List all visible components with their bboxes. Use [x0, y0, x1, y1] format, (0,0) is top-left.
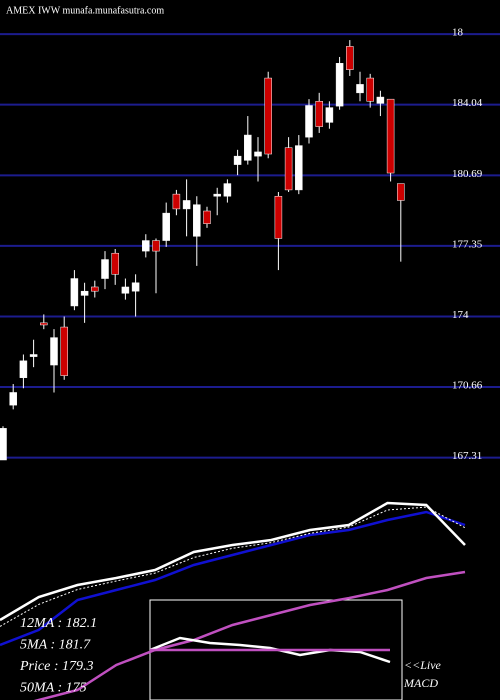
candle-body: [244, 134, 252, 161]
candle-body: [29, 354, 38, 357]
macd-live-label: <<Live: [404, 658, 442, 672]
candle-body: [376, 96, 385, 104]
series-line: [33, 570, 466, 700]
candle-body: [19, 360, 28, 378]
candle-body: [295, 145, 303, 191]
candle-body: [284, 147, 293, 191]
candle-body: [356, 84, 364, 94]
candle-body: [325, 107, 334, 123]
candle-body: [162, 212, 170, 241]
candle-body: [142, 240, 150, 252]
candle-body: [274, 195, 283, 239]
candle-body: [111, 252, 119, 275]
y-tick-label: 167.31: [452, 450, 482, 462]
y-tick-label: 174: [452, 309, 469, 321]
candle-body: [264, 77, 272, 155]
series-line: [0, 506, 466, 627]
y-tick-label: 180.69: [452, 168, 483, 180]
candle-body: [131, 282, 140, 292]
candle-body: [335, 63, 344, 107]
y-tick-label: 184.04: [452, 97, 483, 109]
candle-body: [203, 210, 211, 224]
candle-body: [397, 183, 405, 201]
y-tick-label: 177.35: [452, 238, 483, 250]
y-tick-label: 18: [452, 27, 464, 39]
macd-title: MACD: [403, 676, 438, 690]
candle-body: [254, 151, 262, 157]
y-tick-label: 170.66: [452, 380, 483, 392]
candle-body: [50, 337, 58, 366]
candle-body: [366, 77, 374, 102]
candle-body: [60, 326, 68, 376]
candle-body: [213, 193, 221, 197]
candle-body: [172, 193, 181, 210]
series-line: [0, 501, 466, 622]
legend-entry: 50MA : 175: [20, 681, 87, 696]
candle-body: [182, 200, 191, 210]
candle-body: [386, 98, 395, 174]
header: AMEX IWW munafa.munafasutra.com: [6, 5, 164, 16]
legend-entry: 12MA : 182.1: [20, 616, 97, 631]
candle-body: [0, 428, 7, 461]
series-line: [0, 510, 466, 647]
legend-entry: 5MA : 181.7: [20, 638, 91, 653]
candle-body: [80, 290, 89, 296]
candle-body: [305, 105, 313, 138]
candle-body: [346, 46, 354, 70]
candle-body: [223, 183, 232, 197]
candle-body: [70, 278, 79, 307]
series-line: [149, 636, 391, 664]
candle-body: [91, 286, 99, 292]
candle-body: [121, 286, 130, 294]
legend-entry: Price : 179.3: [19, 659, 93, 674]
candle-body: [101, 259, 109, 279]
candle-body: [152, 240, 160, 252]
candle-body: [193, 204, 201, 237]
candle-body: [40, 322, 48, 326]
candle-body: [315, 101, 323, 127]
candle-body: [233, 155, 242, 165]
candle-body: [9, 392, 17, 406]
